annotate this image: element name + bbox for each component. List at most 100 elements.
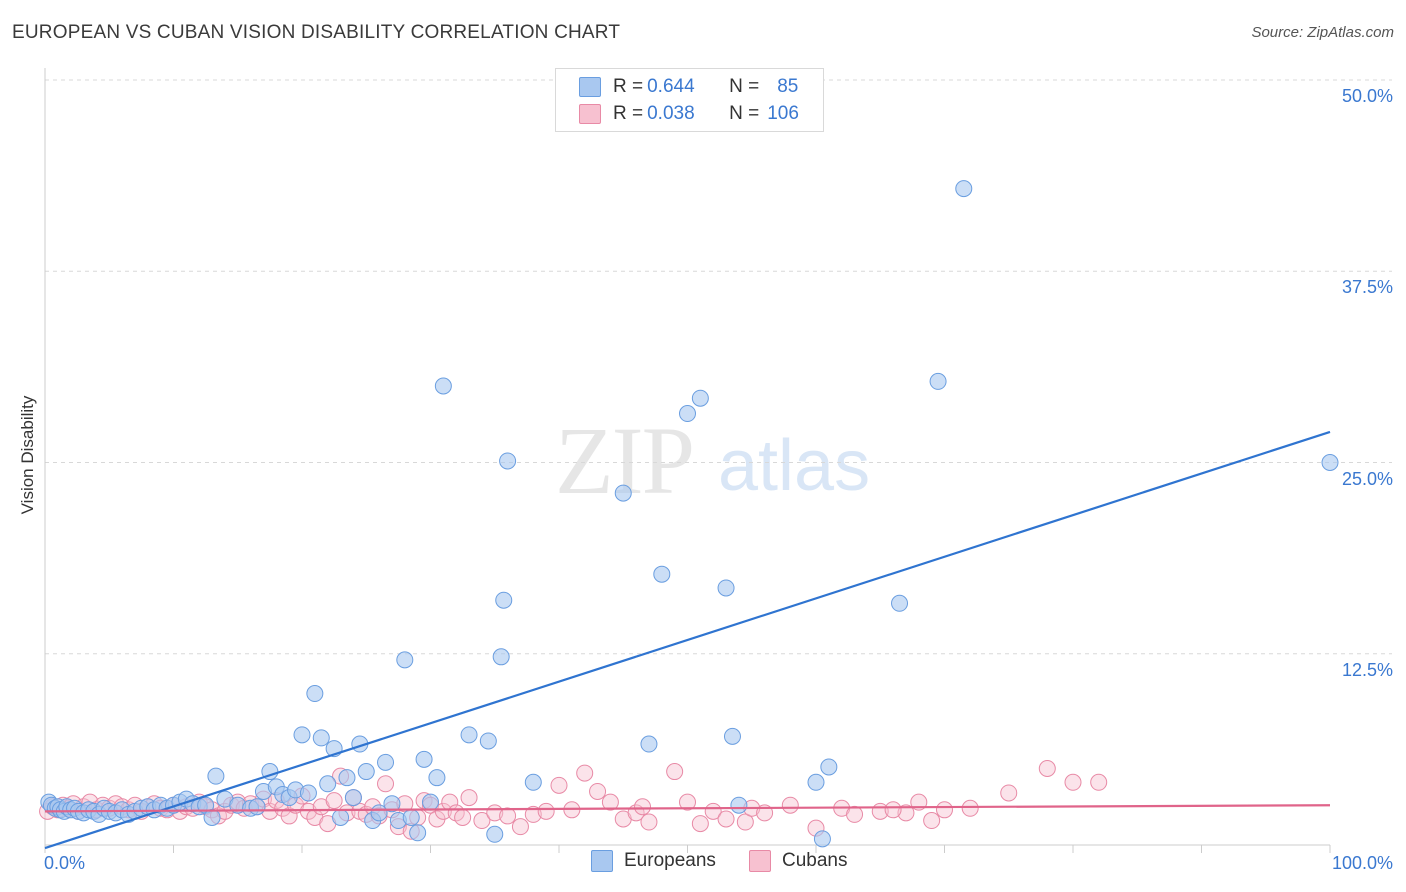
cuban-point [923,812,941,830]
legend-europeans[interactable]: Europeans [591,850,716,872]
european-point [460,726,478,744]
european-point [344,789,362,807]
europeans-trend-line [44,430,1331,850]
european-point [495,591,513,609]
cuban-point [299,802,317,820]
european-point [377,753,395,771]
cuban-point [679,793,696,811]
cuban-point [576,764,594,782]
european-point [1321,454,1339,471]
european-point [820,758,838,776]
europeans-points [40,180,1339,848]
cuban-point [1090,773,1108,791]
grid-lines [45,79,1392,655]
cubans-legend-swatch [749,850,771,872]
european-point [679,405,696,423]
european-point [338,769,356,787]
cuban-point [550,776,568,794]
european-point [891,594,909,612]
cuban-point [524,805,542,823]
european-point [653,565,671,583]
cuban-point [601,793,619,811]
european-point [492,648,510,666]
cuban-point [634,798,652,816]
european-point [929,372,947,390]
european-point [428,769,446,787]
european-point [312,729,330,747]
cuban-point [717,810,735,828]
legend-n-value: 85 [777,76,799,97]
european-point [807,773,825,791]
cuban-point [846,805,864,823]
european-point [499,452,517,470]
european-point [813,830,831,848]
european-point [723,727,741,745]
source-note: Source: ZipAtlas.com [1251,24,1394,41]
european-point [691,389,709,407]
cuban-point [460,789,478,807]
european-point [396,651,414,669]
cuban-point [280,807,298,825]
european-point [357,763,375,781]
cuban-point [640,813,658,831]
european-point [293,726,311,744]
european-point [409,824,427,842]
european-point [402,808,420,826]
legend-n-label: N = [729,103,760,124]
europeans-legend-swatch [591,850,613,872]
legend-r-label: R = [613,76,644,97]
y-tick-label: 50.0% [1341,86,1393,106]
european-point [207,767,225,785]
cuban-point [589,782,607,800]
european-point [319,775,337,793]
cuban-point [1000,784,1018,802]
european-point [306,685,324,703]
series-legend: Europeans Cubans [0,850,1406,880]
cuban-point [325,792,343,810]
legend-row-europeans: R = 0.644 N = 85 [556,73,798,101]
european-point [486,825,504,843]
trend-lines [44,430,1331,850]
cuban-point [691,815,709,833]
european-point [640,735,658,753]
european-point [248,798,266,816]
europeans-swatch [579,77,601,97]
european-point [479,732,497,750]
legend-cubans[interactable]: Cubans [749,850,848,872]
cuban-point [473,812,491,830]
european-point [383,795,401,813]
legend-r-value: 0.038 [647,103,695,124]
axes [44,68,1331,853]
european-point [415,750,433,768]
cuban-point [537,802,555,820]
stats-legend: R = 0.644 N = 85 R = 0.038 N = 106 [555,68,824,132]
cubans-trend-line [44,804,1331,813]
x-tick-label: 0.0% [44,853,86,873]
cuban-point [897,804,915,822]
cuban-point [377,775,395,793]
cuban-point [666,763,684,781]
legend-r-value: 0.644 [647,76,695,97]
cuban-point [936,801,953,819]
cuban-point [499,807,517,825]
cuban-point [781,796,799,814]
chart-title: EUROPEAN VS CUBAN VISION DISABILITY CORR… [12,22,621,43]
european-point [434,377,452,395]
european-point [614,484,632,502]
european-point [299,784,317,802]
cuban-point [1038,760,1056,777]
cuban-point [1064,773,1082,791]
legend-cubans-label: Cubans [782,850,848,871]
y-tick-label: 25.0% [1341,468,1393,489]
european-point [955,180,973,198]
european-point [203,808,221,826]
cuban-point [736,813,754,831]
y-tick-label: 37.5% [1341,277,1393,298]
cuban-point [511,818,529,836]
european-point [422,793,439,811]
european-point [717,579,735,597]
european-point [730,796,748,814]
x-tick-label: 100.0% [1331,853,1393,873]
legend-n-value: 106 [767,103,799,124]
